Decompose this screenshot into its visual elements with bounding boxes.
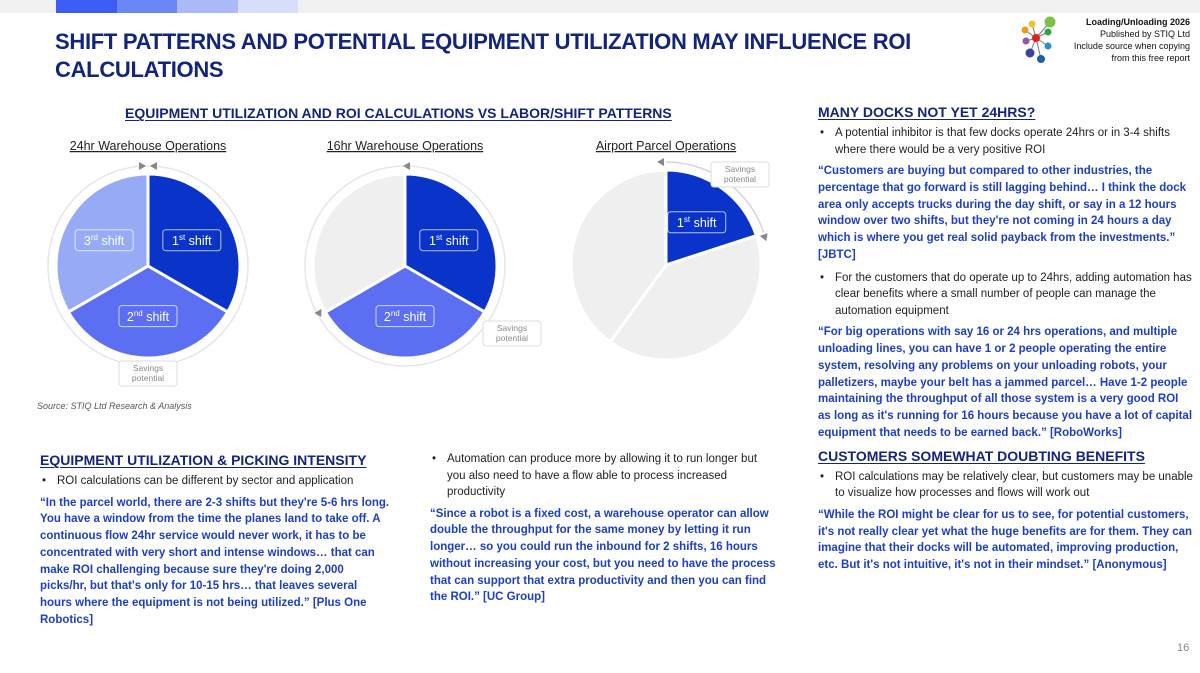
report-name: Loading/Unloading 2026 (1085, 17, 1190, 27)
arrow-icon (150, 162, 157, 170)
arrow-icon (759, 233, 768, 242)
slice-label: 1st shift (419, 229, 479, 252)
publisher: Published by STIQ Ltd (1099, 29, 1190, 39)
top-accent-bar (0, 0, 1200, 13)
pie-title: Airport Parcel Operations (596, 139, 736, 153)
pie-chart: 24hr Warehouse Operations 1st shift 2nd sh… (47, 139, 249, 387)
middle-section: Automation can produce more by allowing … (430, 451, 778, 612)
svg-text:3rd shift: 3rd shift (84, 233, 125, 248)
bullet-item: A potential inhibitor is that few docks … (818, 125, 1193, 158)
section-heading: EQUIPMENT UTILIZATION & PICKING INTENSIT… (40, 452, 367, 468)
slice-label: 1st shift (162, 229, 222, 252)
slice-label: 2nd shift (118, 305, 178, 328)
charts-heading: EQUIPMENT UTILIZATION AND ROI CALCULATIO… (125, 105, 672, 121)
pie-chart: Airport Parcel Operations 1st shift Saving… (569, 139, 770, 362)
pie-slice (66, 264, 230, 360)
section-heading: MANY DOCKS NOT YET 24HRS? (818, 104, 1036, 120)
copy-notice: from this free report (1111, 53, 1190, 63)
shift-pie-charts: 24hr Warehouse Operations 1st shift 2nd sh… (47, 139, 770, 387)
arrow-icon (139, 162, 146, 170)
svg-text:Savings: Savings (497, 323, 527, 333)
svg-text:potential: potential (496, 333, 528, 343)
pie-title: 24hr Warehouse Operations (70, 139, 227, 153)
publisher-note: Loading/Unloading 2026 Published by STIQ… (1074, 16, 1190, 64)
page-title: SHIFT PATTERNS AND POTENTIAL EQUIPMENT U… (55, 29, 911, 82)
pie-slice (403, 172, 499, 315)
quote: “In the parcel world, there are 2-3 shif… (40, 496, 390, 627)
svg-text:2nd shift: 2nd shift (127, 309, 170, 324)
svg-text:1st shift: 1st shift (429, 233, 469, 248)
svg-text:2nd shift: 2nd shift (384, 309, 427, 324)
pie-slice (664, 168, 759, 268)
arrow-icon (403, 162, 410, 170)
quote: “For big operations with say 16 or 24 hr… (818, 326, 1193, 440)
bullet-item: For the customers that do operate up to … (818, 270, 1193, 320)
accent-segment (117, 0, 177, 13)
page-number: 16 (1177, 642, 1190, 654)
pie-slice (608, 233, 763, 362)
pie-slice (569, 168, 668, 344)
pie-slice (54, 172, 150, 315)
pie-title: 16hr Warehouse Operations (327, 139, 484, 153)
left-section: EQUIPMENT UTILIZATION & PICKING INTENSIT… (40, 452, 390, 635)
accent-segment (238, 0, 298, 13)
slice-label: 1st shift (667, 211, 727, 234)
quote: “Customers are buying but compared to ot… (818, 165, 1187, 261)
stiq-logo-icon (1021, 16, 1056, 63)
section-heading: CUSTOMERS SOMEWHAT DOUBTING BENEFITS (818, 447, 1145, 464)
svg-text:Savings: Savings (725, 164, 755, 174)
source-note: Source: STIQ Ltd Research & Analysis (37, 401, 192, 411)
slice-label: 3rd shift (74, 229, 134, 252)
bullet-item: ROI calculations may be relatively clear… (818, 469, 1193, 502)
right-section: MANY DOCKS NOT YET 24HRS? A potential in… (818, 104, 1193, 580)
pie-chart: 16hr Warehouse Operations 1st shift 2nd sh… (304, 139, 542, 367)
svg-text:1st shift: 1st shift (677, 215, 717, 230)
pie-slice (311, 172, 407, 315)
bullet-item: Automation can produce more by allowing … (430, 451, 778, 501)
pie-slice (146, 172, 242, 315)
svg-text:1st shift: 1st shift (172, 233, 212, 248)
arrow-icon (657, 158, 664, 166)
quote: “Since a robot is a fixed cost, a wareho… (430, 507, 776, 604)
pie-slice (323, 264, 487, 360)
accent-segment (56, 0, 117, 13)
svg-text:potential: potential (132, 373, 164, 383)
arrow-icon (314, 308, 322, 318)
copy-notice: Include source when copying (1073, 41, 1190, 51)
svg-text:Savings: Savings (133, 363, 163, 373)
bullet-item: ROI calculations can be different by sec… (40, 473, 390, 490)
accent-segment (177, 0, 238, 13)
quote: “While the ROI might be clear for us to … (818, 508, 1193, 572)
svg-text:potential: potential (724, 174, 756, 184)
slice-label: 2nd shift (375, 305, 435, 328)
